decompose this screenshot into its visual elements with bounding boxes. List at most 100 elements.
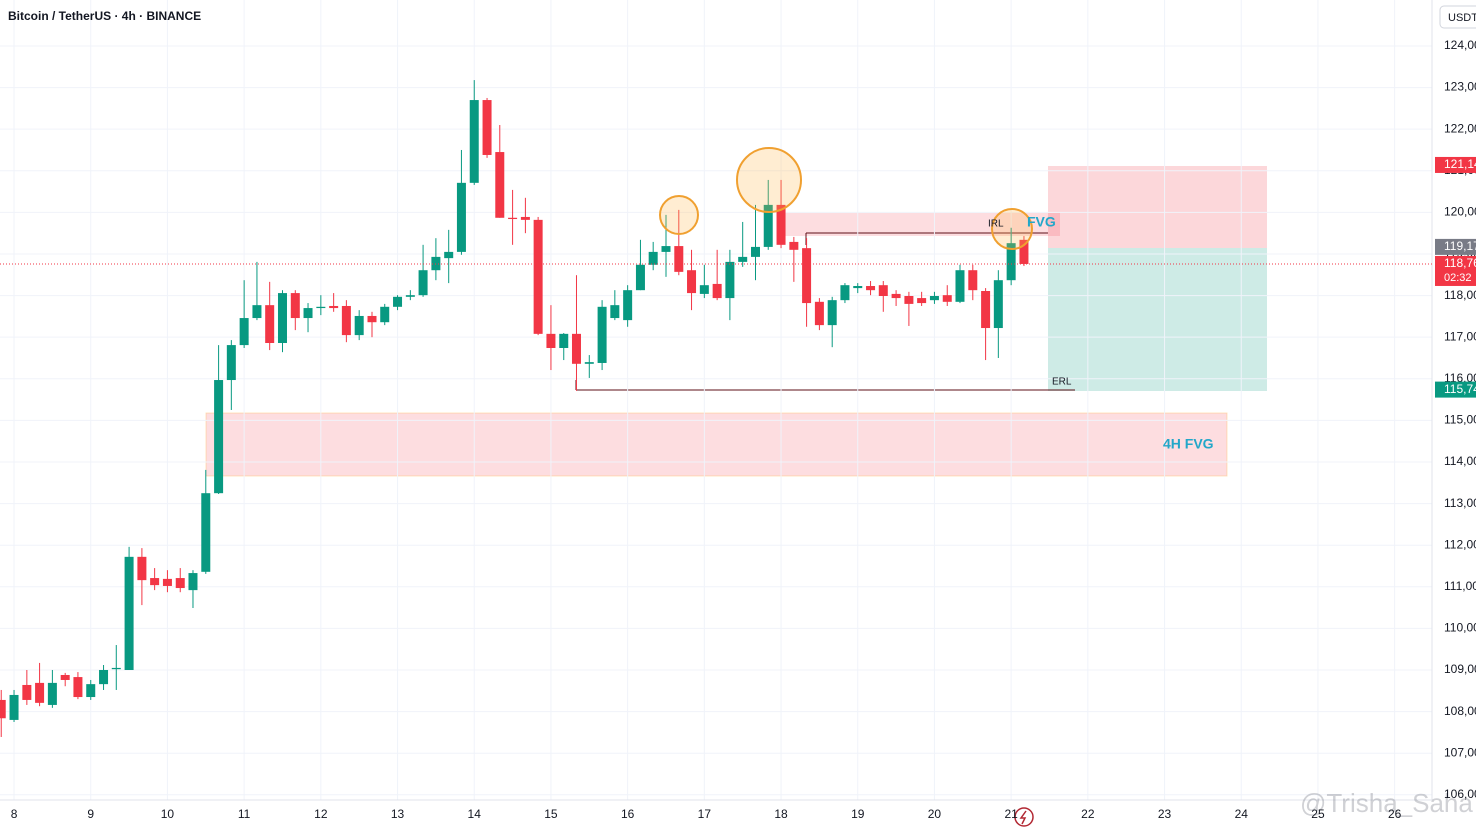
watermark: @Trisha_Saha [1300,788,1473,818]
y-tick-label: 106,000 [1444,787,1476,801]
candle-body [929,295,939,301]
candle-body [559,333,569,348]
y-tick-label: 112,000 [1444,537,1476,551]
candle-body [674,246,684,272]
candle-body [738,256,748,262]
candle-body [9,694,19,720]
countdown: 02:32 [1444,272,1472,284]
y-tick-label: 107,000 [1444,745,1476,759]
candle-body [942,295,952,302]
price-tag [1435,381,1476,398]
event-icon[interactable] [1014,807,1034,827]
x-tick-label: 18 [774,807,788,821]
annotation: ERL [1052,377,1072,388]
price-tag-label: 115,740 [1444,382,1476,396]
candle-body [751,246,761,257]
x-tick-label: 16 [621,807,635,821]
x-tick-label: 14 [468,807,482,821]
highlight-circle [991,208,1033,250]
candle-body [162,578,172,586]
candle-body [827,300,837,326]
y-tick-label: 116,000 [1444,371,1476,385]
candle-body [290,293,300,319]
annotation: 4H FVG [1163,436,1214,452]
x-tick-label: 11 [238,807,251,821]
currency-button[interactable] [1439,5,1476,29]
x-tick-label: 8 [11,807,18,821]
x-tick-label: 9 [87,807,94,821]
candle-body [789,241,799,250]
candle-body [214,380,224,494]
candle-body [188,573,198,591]
x-tick-label: 19 [851,807,865,821]
candle-body [405,295,415,297]
candle-body [22,684,32,700]
candle-body [993,280,1003,329]
candle-body [917,298,927,304]
candle-body [367,315,377,323]
candle-body [329,305,339,309]
candle-body [648,251,658,265]
x-tick-label: 24 [1235,807,1249,821]
candle-body [878,285,888,296]
fvg-zone-4h [205,412,1228,477]
candle-body [623,290,633,321]
candle-body [495,152,505,218]
price-tag-label: 119,170 [1444,239,1476,253]
x-tick-label: 10 [161,807,175,821]
candle-body [86,684,96,698]
candle-body [968,270,978,291]
y-tick-label: 114,000 [1444,454,1476,468]
y-tick-label: 124,000 [1444,38,1476,52]
candle-body [763,204,773,247]
annotation: IRL [988,219,1004,230]
candle-body [35,682,45,703]
y-tick-label: 109,000 [1444,662,1476,676]
candle-body [73,677,83,698]
candle-body [610,305,620,319]
y-tick-label: 110,000 [1444,621,1476,635]
candle-body [508,217,518,220]
y-tick-label: 120,000 [1444,205,1476,219]
candle-body [201,493,211,572]
candle-body [1019,239,1029,264]
x-tick-label: 12 [314,807,328,821]
y-tick-label: 118,000 [1444,288,1476,302]
candle-body [60,674,70,680]
candle-body [853,286,863,289]
candle-body [725,261,735,299]
candle-body [687,270,697,294]
candle-body [712,283,722,299]
candle-body [277,293,287,344]
candle-body [699,285,709,294]
highlight-circle [659,195,699,235]
candle-body [341,305,351,336]
event-icon-bolt [1019,810,1027,825]
candle-body [891,293,901,299]
candle-body [456,182,466,252]
candle-body [175,578,185,589]
x-tick-label: 15 [544,807,558,821]
x-tick-label: 20 [928,807,942,821]
highlight-circle [736,147,802,213]
candle-body [482,100,492,155]
fvg-zone [783,213,1060,236]
candle-body [150,578,160,586]
price-tag [1435,255,1476,286]
y-tick-label: 108,000 [1444,704,1476,718]
candle-body [584,362,594,364]
candle-body [661,246,671,252]
chart-title: Bitcoin / TetherUS · 4h · BINANCE [8,9,201,23]
candle-body [1006,243,1016,281]
candle-body [776,204,786,245]
candle-body [571,333,581,364]
price-tag-label: 118,760 [1444,256,1476,270]
y-tick-label: 111,000 [1444,579,1476,593]
x-tick-label: 21 [1004,807,1018,821]
candle-body [316,306,326,309]
candle-body [955,270,965,302]
candle-body [814,301,824,326]
candle-body [444,251,454,259]
candle-body [597,306,607,363]
y-tick-label: 115,000 [1444,413,1476,427]
